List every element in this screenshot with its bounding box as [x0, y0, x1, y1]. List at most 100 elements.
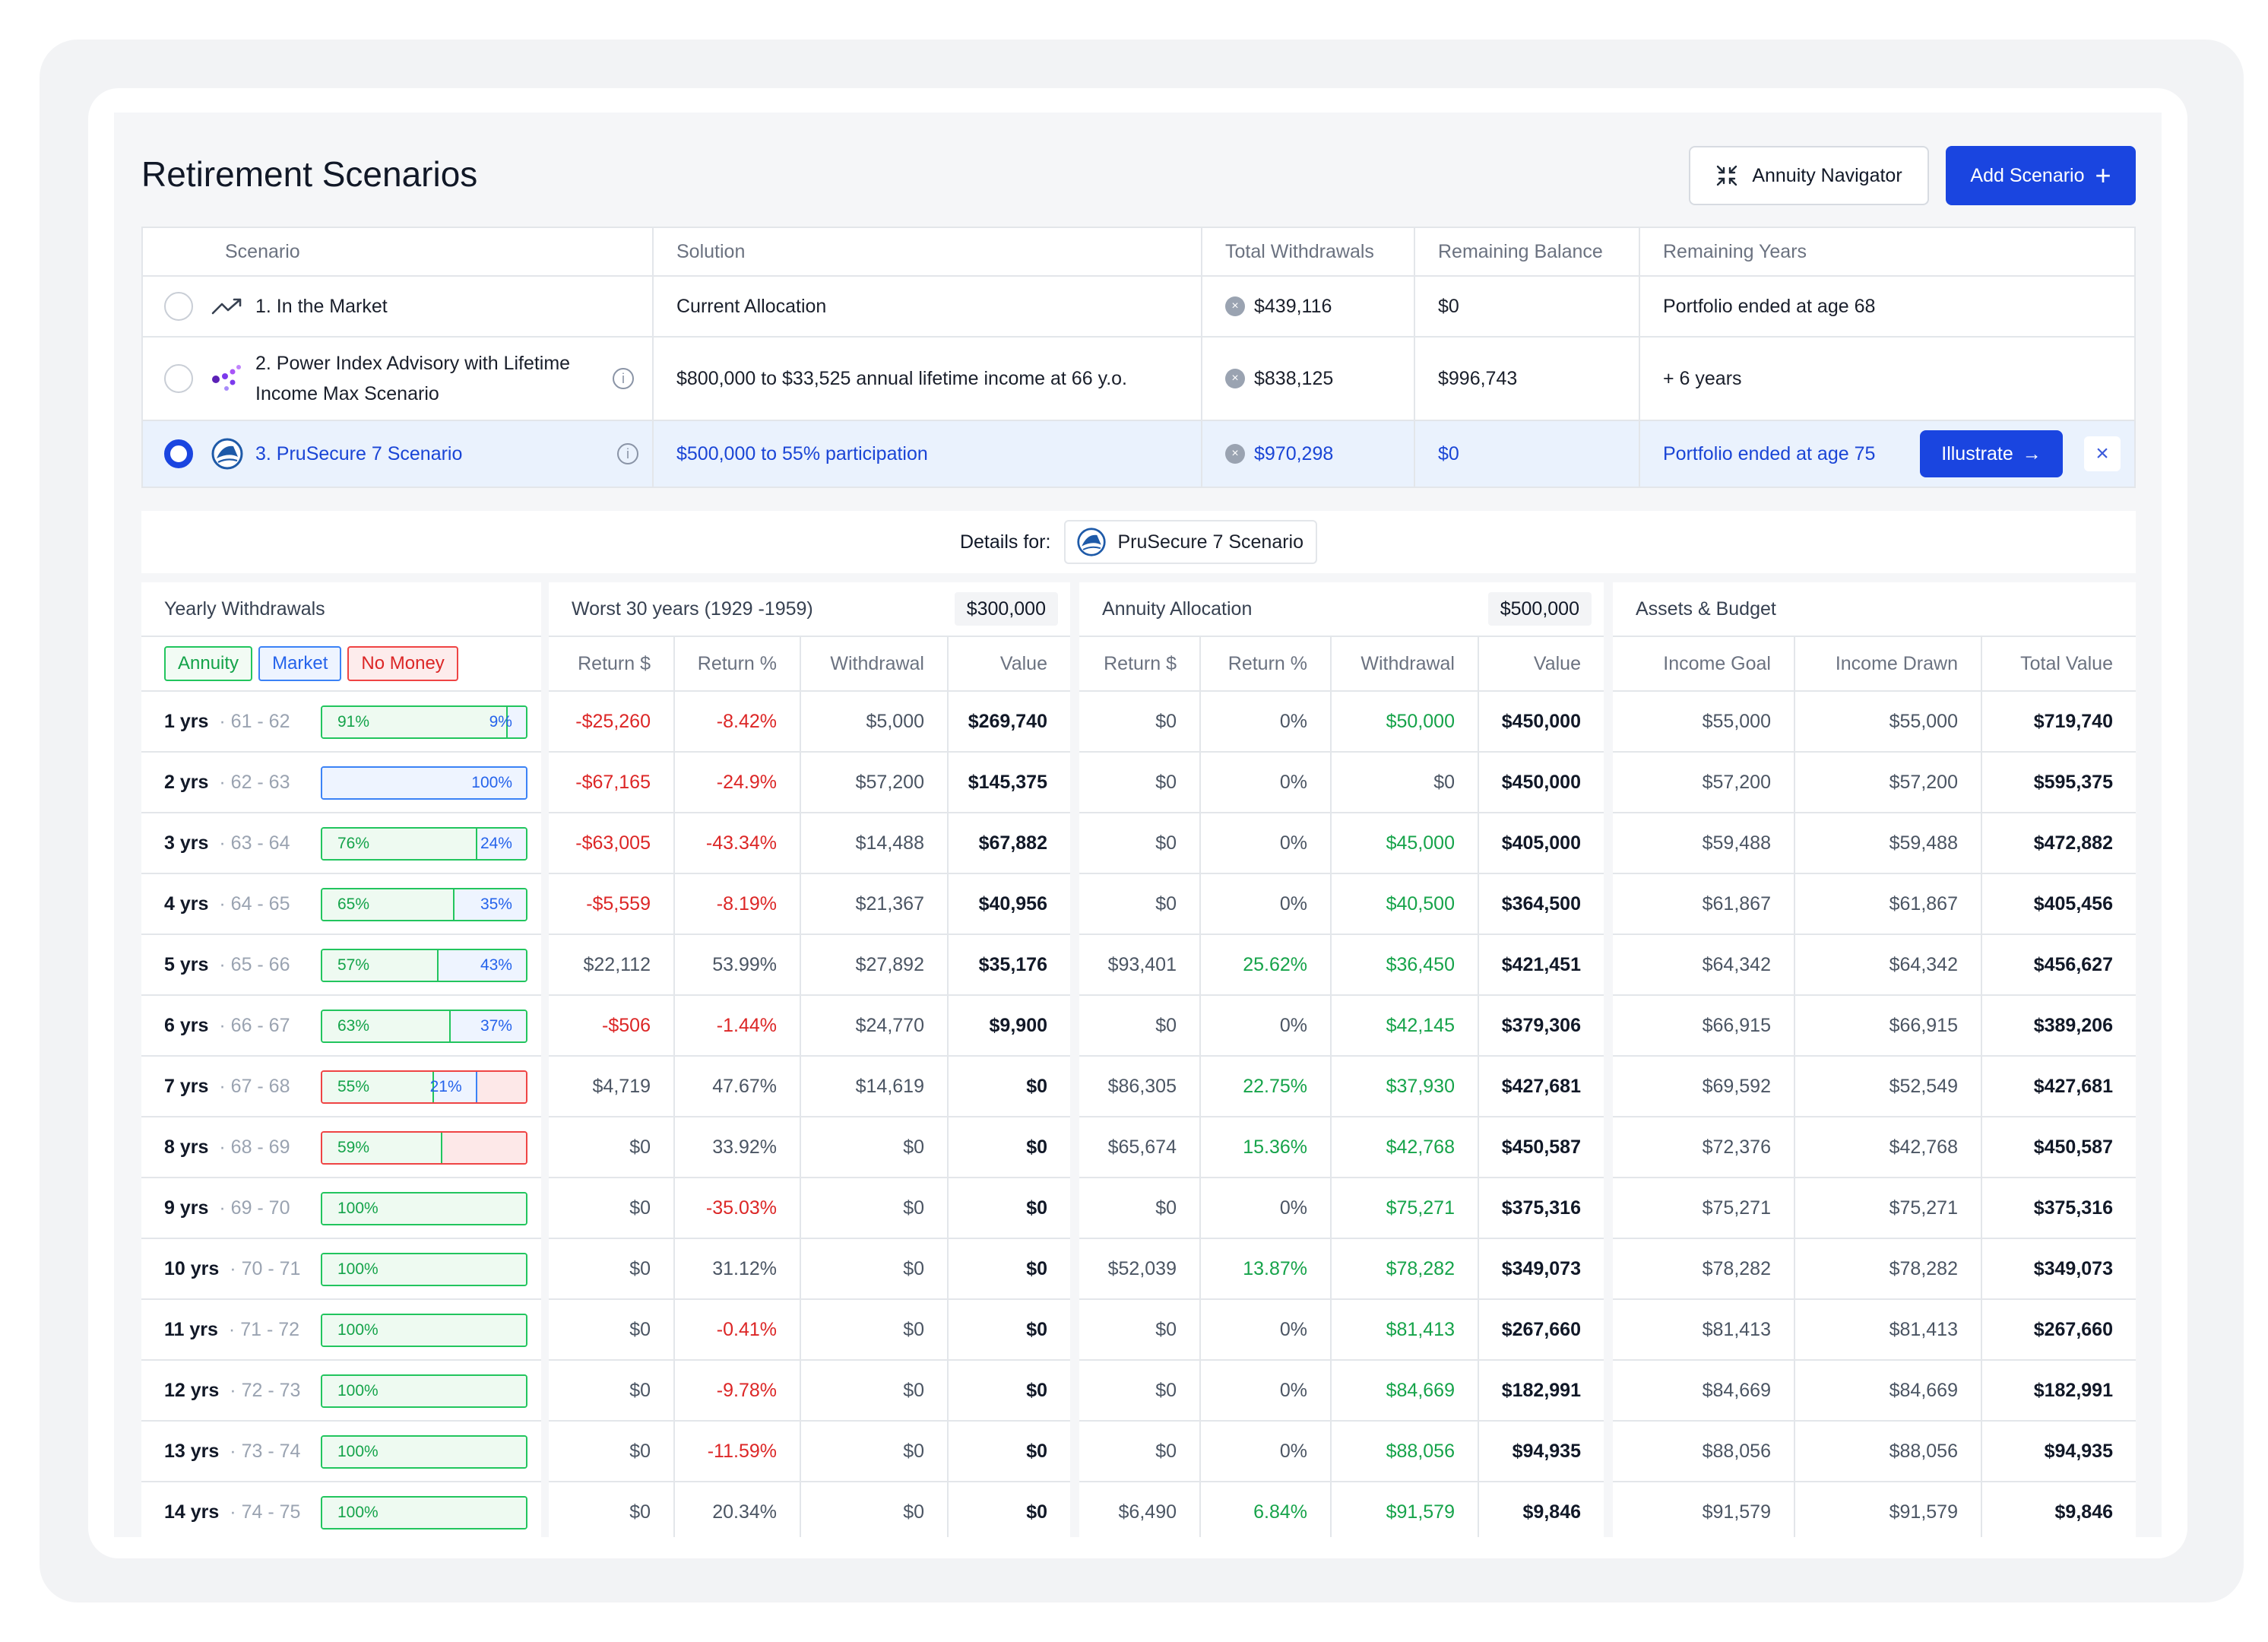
scenario-radio-selected[interactable] — [164, 439, 193, 468]
bar-annuity-segment: 91% — [322, 707, 508, 737]
table-row: $4,719 47.67% $14,619 $0 — [549, 1057, 1070, 1117]
scenario-name: 2. Power Index Advisory with Lifetime In… — [255, 353, 571, 404]
table-cell: $88,056 — [1613, 1422, 1795, 1481]
add-scenario-button[interactable]: Add Scenario + — [1946, 146, 2136, 205]
scenario-radio[interactable] — [164, 364, 193, 393]
age-range: · 66 - 67 — [219, 1014, 290, 1036]
table-cell: -24.9% — [675, 753, 801, 812]
scenario-row-selected[interactable]: 3. PruSecure 7 Scenario i $500,000 to 55… — [143, 421, 2134, 487]
column-headers: Income Goal Income Drawn Total Value — [1613, 637, 2136, 692]
illustrate-button[interactable]: Illustrate → — [1920, 430, 2063, 477]
table-cell: $0 — [549, 1178, 675, 1238]
col-header-total-withdrawals: Total Withdrawals — [1202, 228, 1415, 275]
table-cell: 0% — [1201, 813, 1332, 873]
table-cell: $427,681 — [2033, 1075, 2113, 1097]
col-header-solution: Solution — [654, 228, 1202, 275]
table-cell: 25.62% — [1201, 935, 1332, 994]
scenario-row[interactable]: 2. Power Index Advisory with Lifetime In… — [143, 338, 2134, 421]
table-cell: $389,206 — [2033, 1014, 2113, 1036]
table-cell: $472,882 — [2033, 832, 2113, 854]
table-cell: $27,892 — [801, 935, 949, 994]
scenario-table: Scenario Solution Total Withdrawals Rema… — [141, 227, 2136, 488]
worst-30-body: -$25,260 -8.42% $5,000 $269,740 -$67,165 -24.… — [549, 692, 1070, 1537]
table-cell: $42,145 — [1332, 996, 1479, 1055]
table-cell: $65,674 — [1079, 1117, 1201, 1177]
annuity-navigator-button[interactable]: Annuity Navigator — [1689, 146, 1929, 205]
col-header-remaining-balance: Remaining Balance — [1415, 228, 1640, 275]
scenario-radio[interactable] — [164, 292, 193, 321]
table-cell: $349,073 — [1501, 1257, 1581, 1279]
table-cell: $75,271 — [1613, 1178, 1795, 1238]
table-row: $66,915 $66,915 $389,206 — [1613, 996, 2136, 1057]
table-cell: $375,316 — [2033, 1197, 2113, 1219]
bar-market-segment: 9% — [489, 707, 526, 737]
table-row: $81,413 $81,413 $267,660 — [1613, 1300, 2136, 1361]
table-row: -$67,165 -24.9% $57,200 $145,375 — [549, 753, 1070, 813]
info-icon[interactable]: i — [613, 368, 634, 389]
age-range: · 72 - 73 — [230, 1379, 301, 1401]
legend-market[interactable]: Market — [258, 646, 342, 681]
table-cell: $57,200 — [801, 753, 949, 812]
table-cell: $0 — [1079, 1300, 1201, 1359]
legend-no-money[interactable]: No Money — [347, 646, 458, 681]
table-cell: $405,456 — [2033, 892, 2113, 915]
year-label: 9 yrs — [164, 1197, 209, 1219]
age-range: · 73 - 74 — [230, 1440, 301, 1462]
details-scenario-name: PruSecure 7 Scenario — [1117, 531, 1304, 553]
details-scenario-chip[interactable]: PruSecure 7 Scenario — [1064, 520, 1318, 564]
table-cell: $0 — [549, 1482, 675, 1537]
legend-annuity[interactable]: Annuity — [164, 646, 253, 681]
table-cell: $57,200 — [1613, 753, 1795, 812]
table-cell: $84,669 — [1332, 1361, 1479, 1420]
table-cell: 0% — [1201, 1422, 1332, 1481]
table-cell: $0 — [1026, 1075, 1047, 1097]
table-cell: $36,450 — [1332, 935, 1479, 994]
table-row: $59,488 $59,488 $472,882 — [1613, 813, 2136, 874]
age-range: · 68 - 69 — [219, 1136, 290, 1158]
age-range: · 65 - 66 — [219, 953, 290, 975]
table-cell: $94,935 — [1512, 1440, 1581, 1462]
panel-header: Yearly Withdrawals — [141, 582, 541, 637]
scenario-row[interactable]: 1. In the Market Current Allocation × $4… — [143, 277, 2134, 338]
table-cell: $405,000 — [1501, 832, 1581, 854]
table-cell: $14,619 — [801, 1057, 949, 1116]
table-cell: $59,488 — [1613, 813, 1795, 873]
table-cell: $55,000 — [1795, 692, 1982, 751]
panel-header: Annuity Allocation $500,000 — [1079, 582, 1604, 637]
table-cell: $64,342 — [1613, 935, 1795, 994]
bar-no-money-segment — [442, 1133, 526, 1163]
table-cell: 20.34% — [675, 1482, 801, 1537]
table-cell: $75,271 — [1332, 1178, 1479, 1238]
x-circle-icon: × — [1225, 369, 1245, 388]
table-row: $0 -35.03% $0 $0 — [549, 1178, 1070, 1239]
table-cell: $0 — [1079, 996, 1201, 1055]
table-cell: $0 — [1079, 813, 1201, 873]
bar-annuity-segment: 59% — [322, 1133, 443, 1163]
annuity-navigator-label: Annuity Navigator — [1752, 164, 1902, 186]
table-cell: $719,740 — [2033, 710, 2113, 732]
info-icon[interactable]: i — [617, 443, 638, 464]
plus-icon: + — [2095, 160, 2111, 191]
year-label: 1 yrs — [164, 710, 209, 732]
col-value: Value — [999, 652, 1047, 674]
table-cell: $0 — [801, 1422, 949, 1481]
dots-logo-icon — [210, 361, 245, 396]
table-cell: $0 — [1026, 1318, 1047, 1340]
yearly-row: 3 yrs · 63 - 64 76% 24% — [141, 813, 541, 874]
scenario-cell: 2. Power Index Advisory with Lifetime In… — [143, 338, 654, 420]
table-cell: $21,367 — [801, 874, 949, 934]
table-row: $0 0% $81,413 $267,660 — [1079, 1300, 1604, 1361]
close-icon[interactable]: × — [2084, 436, 2121, 471]
table-row: $69,592 $52,549 $427,681 — [1613, 1057, 2136, 1117]
table-row: $86,305 22.75% $37,930 $427,681 — [1079, 1057, 1604, 1117]
year-label: 7 yrs — [164, 1075, 209, 1097]
year-label: 8 yrs — [164, 1136, 209, 1158]
table-row: $61,867 $61,867 $405,456 — [1613, 874, 2136, 935]
table-cell: $0 — [1079, 874, 1201, 934]
year-label: 12 yrs — [164, 1379, 220, 1401]
table-cell: 53.99% — [675, 935, 801, 994]
bar-annuity-segment: 65% — [322, 889, 455, 920]
table-cell: $9,846 — [1522, 1501, 1581, 1523]
bar-annuity-segment: 100% — [322, 1254, 526, 1285]
table-cell: 31.12% — [675, 1239, 801, 1298]
